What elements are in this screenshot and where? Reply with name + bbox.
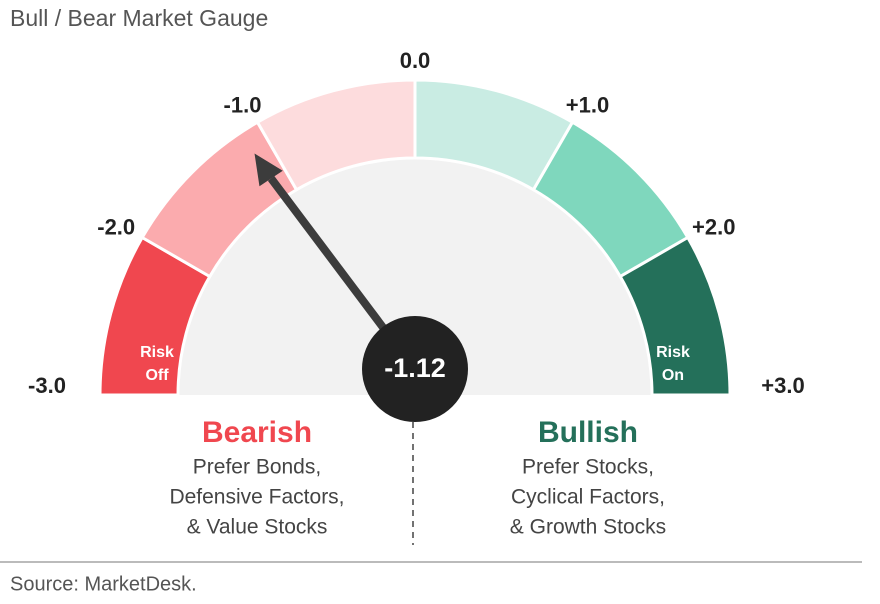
value-badge <box>362 316 468 422</box>
annotation-heading: Bearish <box>202 416 312 449</box>
chart-title: Bull / Bear Market Gauge <box>10 5 268 31</box>
tick-label: +3.0 <box>761 373 804 398</box>
segment-label: Off <box>145 367 169 384</box>
needle-head <box>254 153 283 187</box>
annotation-line: Prefer Stocks, <box>522 456 654 479</box>
tick-label: -1.0 <box>224 92 262 117</box>
annotation-line: & Growth Stocks <box>510 516 666 539</box>
tick-label: 0.0 <box>400 48 431 73</box>
source: Source: MarketDesk. <box>10 573 197 595</box>
tick-label: -2.0 <box>97 214 135 239</box>
value-label: -1.12 <box>384 353 446 383</box>
annotation-heading: Bullish <box>538 416 638 449</box>
tick-label: -3.0 <box>28 373 66 398</box>
tick-label: +1.0 <box>566 92 609 117</box>
segment-label: Risk <box>140 344 174 361</box>
tick-label: +2.0 <box>692 214 735 239</box>
annotation-line: & Value Stocks <box>187 516 328 539</box>
segment-label: On <box>662 367 684 384</box>
annotation-line: Defensive Factors, <box>169 486 344 509</box>
gauge-segment <box>618 235 732 397</box>
segment-label: Risk <box>656 344 690 361</box>
annotation-line: Cyclical Factors, <box>511 486 665 509</box>
annotation-line: Prefer Bonds, <box>193 456 321 479</box>
